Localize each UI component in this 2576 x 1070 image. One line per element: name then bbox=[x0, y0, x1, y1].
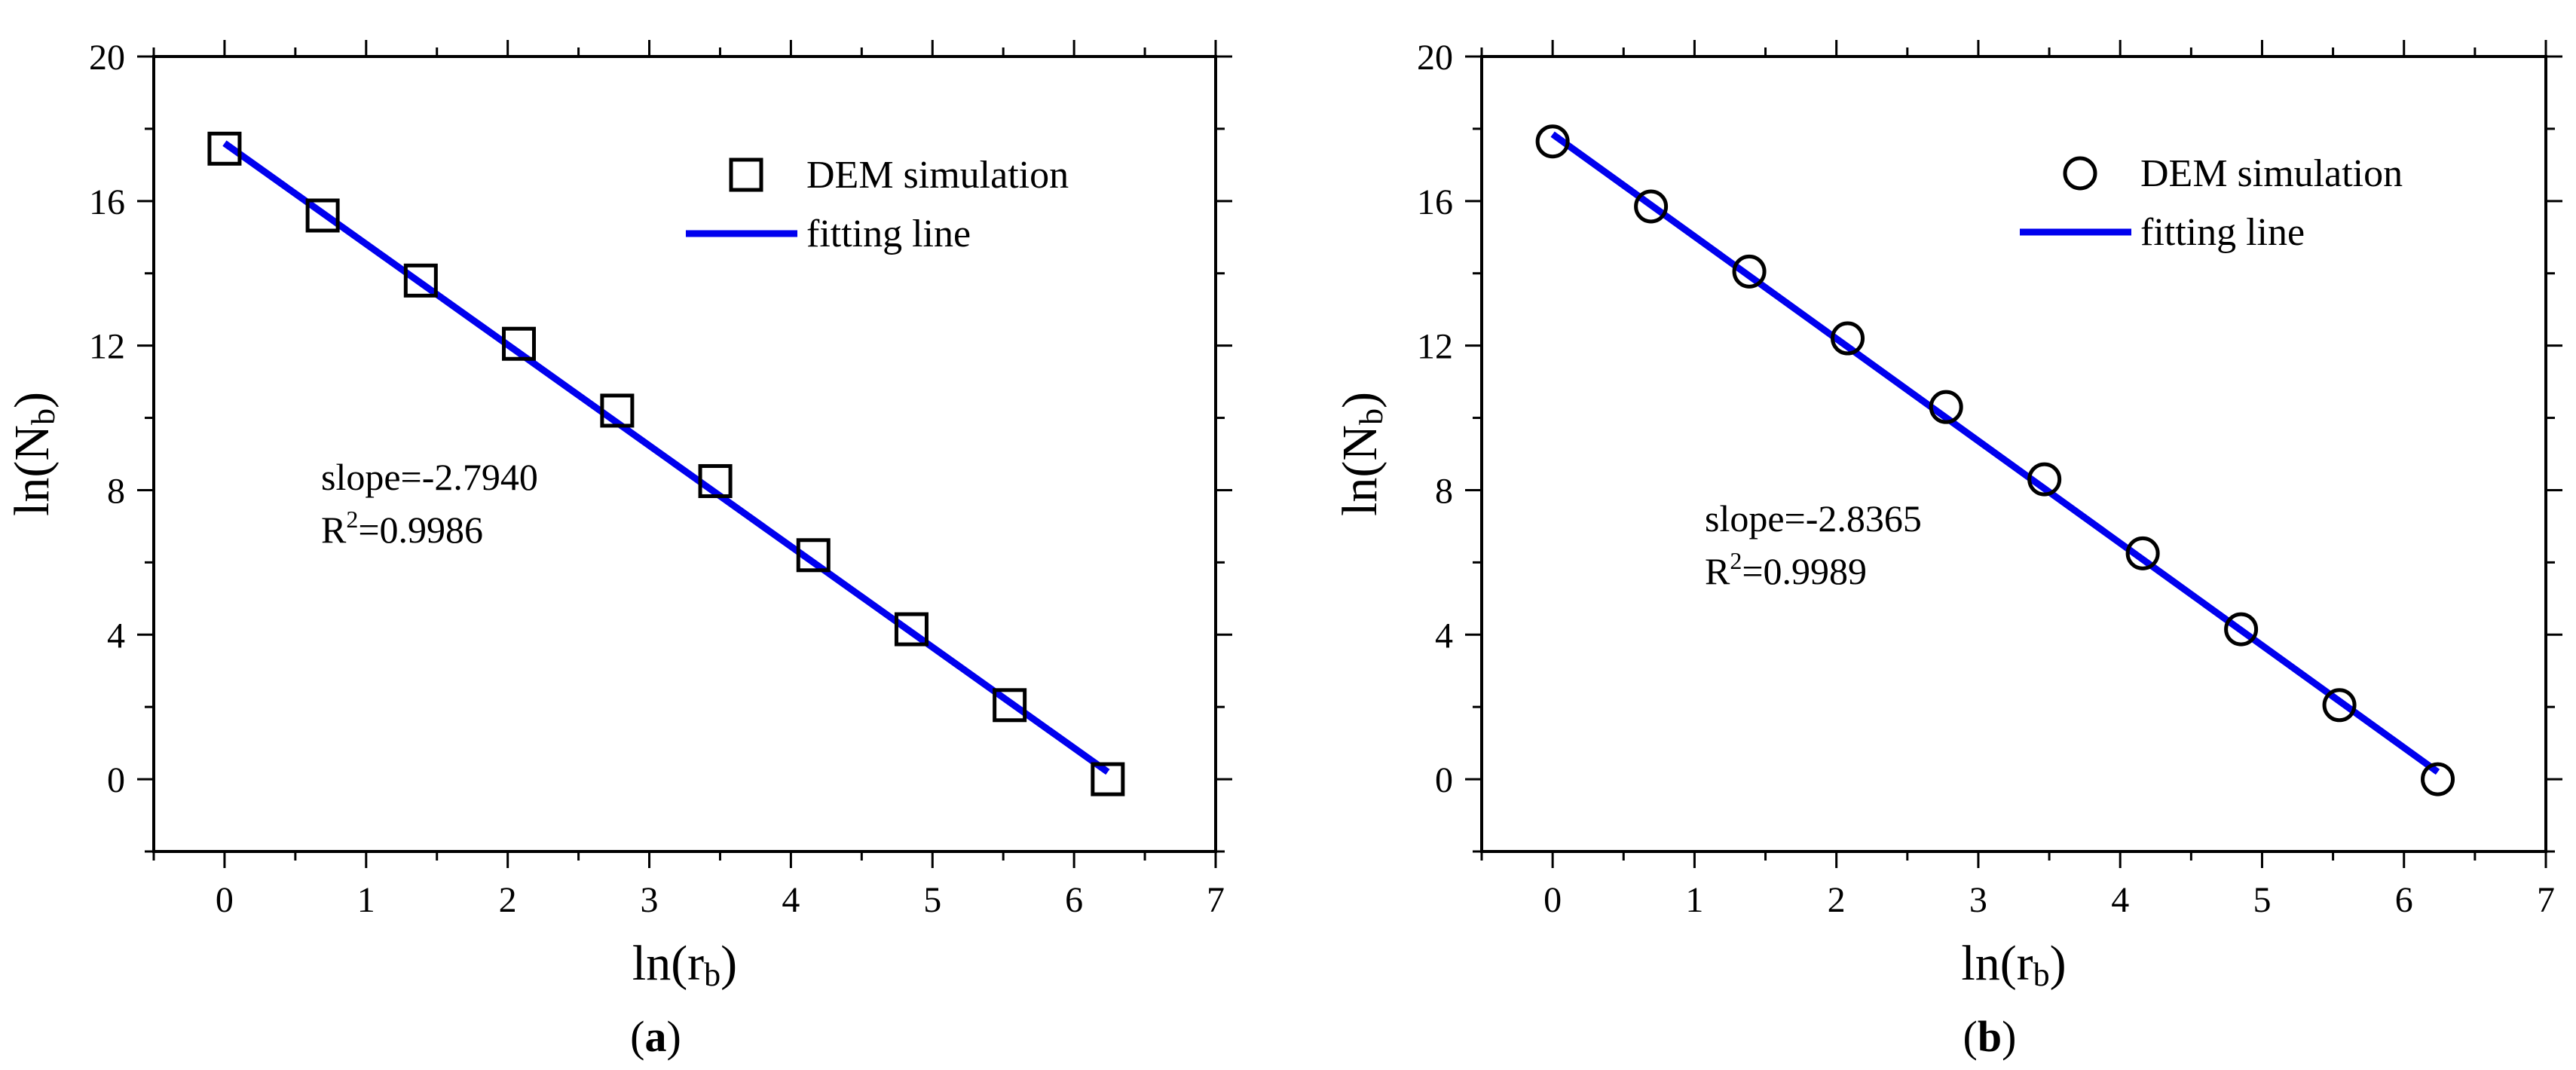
r2-value: =0.9989 bbox=[1742, 550, 1867, 592]
legend-label-dem: DEM simulation bbox=[806, 154, 1069, 197]
data-point-circle bbox=[2322, 688, 2357, 723]
data-point-square bbox=[894, 612, 929, 647]
data-point-circle bbox=[2224, 612, 2259, 647]
legend-label-fit: fitting line bbox=[2140, 211, 2305, 254]
x-tick-label: 6 bbox=[1065, 880, 1083, 920]
data-point-square bbox=[796, 538, 831, 573]
r2-annotation: R2=0.9989 bbox=[1705, 547, 1867, 592]
y-tick-label: 16 bbox=[89, 182, 125, 222]
data-point-square bbox=[993, 688, 1027, 723]
x-tick-label: 4 bbox=[2111, 880, 2129, 920]
data-point-circle bbox=[2421, 762, 2455, 796]
y-axis-label-sub: b bbox=[1353, 408, 1390, 425]
data-point-square bbox=[1091, 762, 1125, 796]
y-tick-label: 16 bbox=[1417, 182, 1453, 222]
x-tick-label: 1 bbox=[1685, 880, 1703, 920]
r2-prefix: R bbox=[321, 509, 347, 551]
x-tick-label: 0 bbox=[1543, 880, 1562, 920]
y-tick-label: 20 bbox=[1417, 38, 1453, 78]
x-axis-label-sub: b bbox=[2033, 956, 2050, 993]
fitting-line bbox=[1550, 131, 2440, 775]
panel-caption: (a) bbox=[630, 1012, 681, 1061]
legend-circle-icon bbox=[2063, 156, 2097, 191]
y-axis-label: ln(Nb) bbox=[5, 392, 62, 516]
legend-label-dem: DEM simulation bbox=[2140, 152, 2403, 195]
x-axis-label-close: ) bbox=[720, 936, 737, 991]
y-axis-label-sub: b bbox=[25, 408, 62, 425]
data-point-circle bbox=[1634, 189, 1669, 224]
data-point-circle bbox=[1929, 390, 1963, 424]
y-tick-label: 12 bbox=[1417, 327, 1453, 367]
y-axis-label-close: ) bbox=[1332, 392, 1387, 408]
r2-prefix: R bbox=[1705, 550, 1730, 592]
legend-label-fit: fitting line bbox=[806, 212, 971, 255]
r2-superscript: 2 bbox=[346, 506, 358, 533]
legend: DEM simulation fitting line bbox=[2020, 152, 2403, 254]
x-tick-label: 2 bbox=[499, 880, 517, 920]
y-tick-label: 8 bbox=[107, 471, 125, 511]
data-point-square bbox=[600, 393, 635, 428]
caption-close-paren: ) bbox=[2002, 1012, 2016, 1061]
data-point-square bbox=[403, 263, 438, 298]
data-point-circle bbox=[1831, 321, 1865, 356]
legend-square-icon bbox=[729, 157, 763, 192]
y-tick-label: 12 bbox=[89, 327, 125, 367]
x-axis-label-main: ln(r bbox=[1961, 936, 2033, 991]
caption-open-paren: ( bbox=[1963, 1012, 1978, 1061]
x-tick-label: 3 bbox=[641, 880, 659, 920]
y-tick-label: 20 bbox=[89, 38, 125, 78]
x-axis-label-sub: b bbox=[704, 956, 720, 993]
caption-letter: a bbox=[645, 1012, 667, 1061]
x-axis-label: ln(rb) bbox=[632, 936, 737, 993]
panel-caption: (b) bbox=[1963, 1012, 2017, 1061]
caption-letter: b bbox=[1978, 1012, 2002, 1061]
data-point-circle bbox=[2027, 462, 2062, 497]
x-tick-label: 4 bbox=[782, 880, 800, 920]
x-tick-label: 5 bbox=[923, 880, 941, 920]
y-axis-label-close: ) bbox=[5, 392, 60, 408]
y-axis-label: ln(Nb) bbox=[1332, 392, 1390, 516]
x-axis-label: ln(rb) bbox=[1961, 936, 2066, 993]
y-axis-label-main: ln(N bbox=[1332, 425, 1387, 516]
data-point-square bbox=[698, 463, 733, 498]
data-point-circle bbox=[1535, 124, 1570, 159]
plot-frame bbox=[152, 55, 1217, 853]
r2-value: =0.9986 bbox=[358, 509, 483, 551]
y-tick-label: 0 bbox=[107, 760, 125, 800]
x-tick-label: 5 bbox=[2253, 880, 2271, 920]
data-point-circle bbox=[1732, 254, 1767, 289]
fitting-line bbox=[222, 140, 1110, 775]
x-tick-label: 2 bbox=[1828, 880, 1846, 920]
r2-annotation: R2=0.9986 bbox=[321, 506, 483, 551]
data-point-square bbox=[305, 198, 340, 233]
caption-open-paren: ( bbox=[630, 1012, 644, 1061]
x-tick-label: 6 bbox=[2395, 880, 2413, 920]
slope-annotation: slope=-2.7940 bbox=[321, 456, 538, 498]
plot-frame bbox=[1480, 55, 2547, 853]
x-tick-label: 3 bbox=[1969, 880, 1987, 920]
r2-superscript: 2 bbox=[1730, 547, 1742, 574]
x-tick-label: 7 bbox=[2537, 880, 2555, 920]
x-axis-label-main: ln(r bbox=[632, 936, 704, 991]
y-tick-label: 4 bbox=[1435, 616, 1453, 656]
y-tick-label: 0 bbox=[1435, 760, 1453, 800]
data-point-circle bbox=[2125, 536, 2160, 570]
x-tick-label: 1 bbox=[357, 880, 375, 920]
legend: DEM simulation fitting line bbox=[686, 154, 1069, 255]
x-axis-label-close: ) bbox=[2050, 936, 2067, 991]
x-tick-label: 7 bbox=[1207, 880, 1225, 920]
caption-close-paren: ) bbox=[667, 1012, 681, 1061]
y-tick-label: 4 bbox=[107, 616, 125, 656]
x-tick-label: 0 bbox=[216, 880, 234, 920]
slope-annotation: slope=-2.8365 bbox=[1705, 497, 1922, 540]
y-axis-label-main: ln(N bbox=[5, 425, 60, 516]
data-point-square bbox=[502, 326, 537, 361]
y-tick-label: 8 bbox=[1435, 471, 1453, 511]
data-point-square bbox=[207, 131, 242, 166]
